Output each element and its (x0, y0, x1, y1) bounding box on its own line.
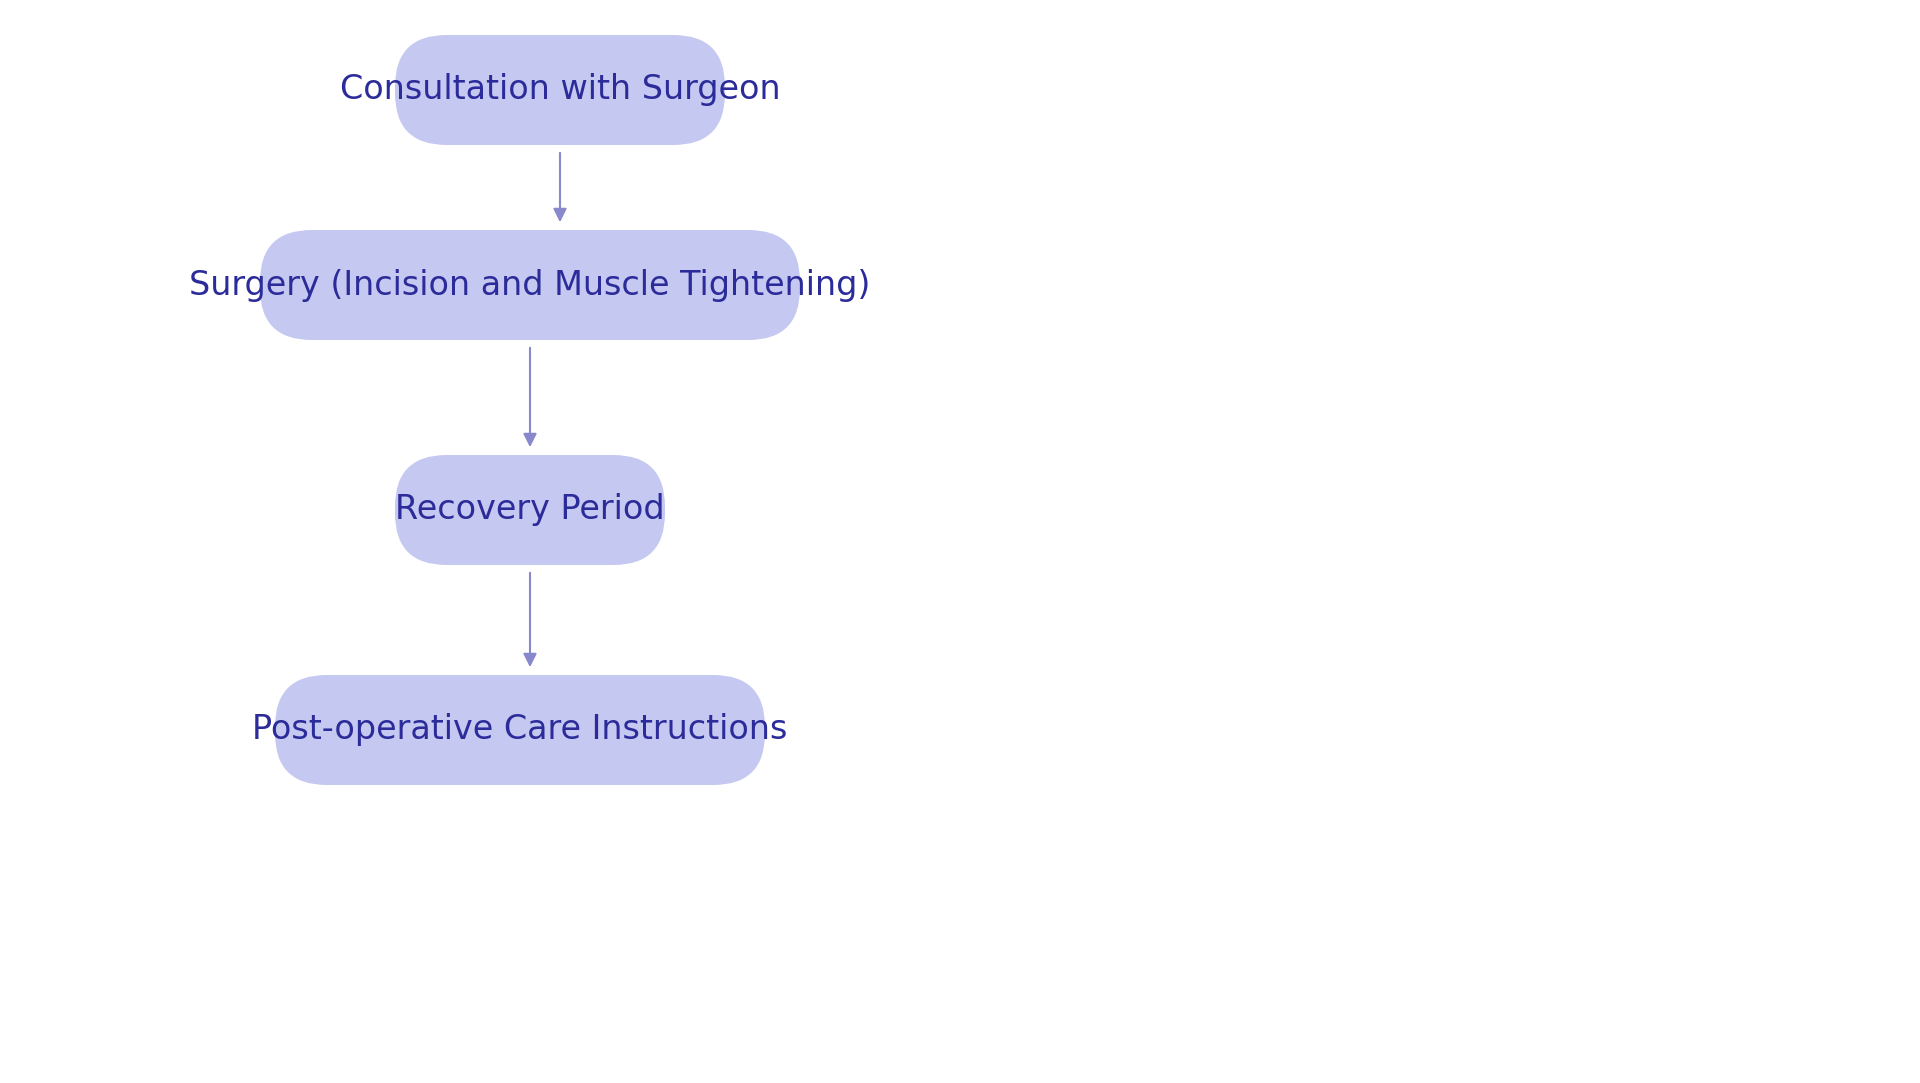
FancyBboxPatch shape (396, 455, 664, 565)
Text: Consultation with Surgeon: Consultation with Surgeon (340, 74, 780, 106)
FancyBboxPatch shape (275, 675, 764, 785)
Text: Surgery (Incision and Muscle Tightening): Surgery (Incision and Muscle Tightening) (190, 269, 870, 301)
FancyBboxPatch shape (396, 35, 726, 145)
FancyBboxPatch shape (259, 230, 801, 340)
Text: Recovery Period: Recovery Period (396, 494, 664, 526)
Text: Post-operative Care Instructions: Post-operative Care Instructions (252, 714, 787, 746)
